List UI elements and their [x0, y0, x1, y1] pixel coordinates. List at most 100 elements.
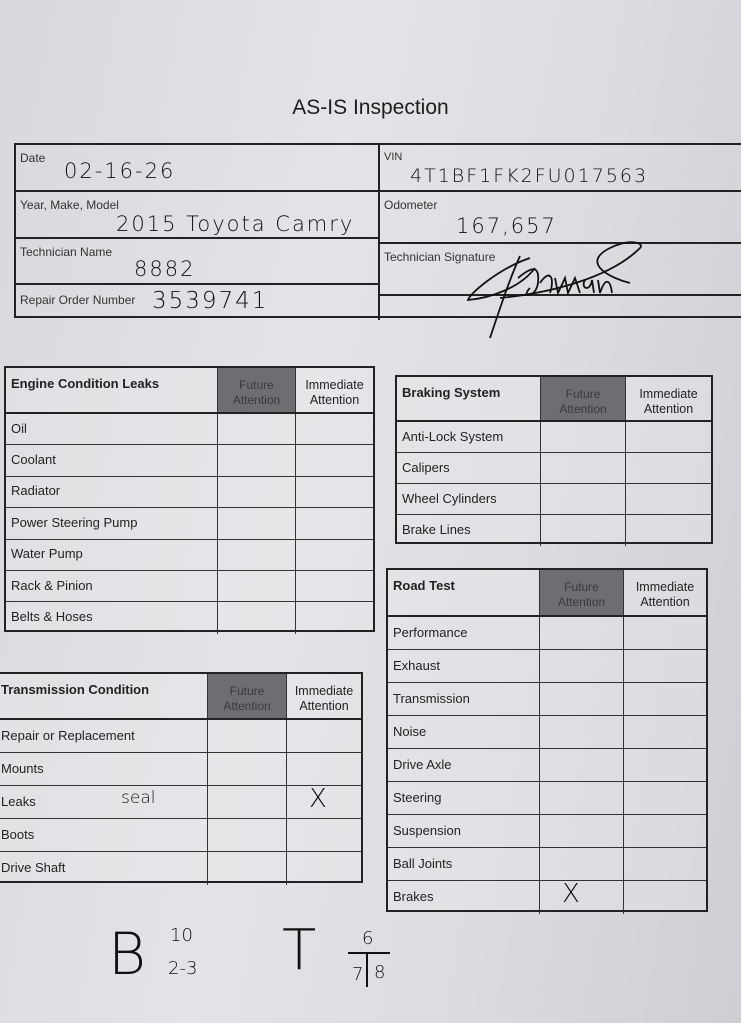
- vehicle-info-box: Date 02-16-26 Year, Make, Model 2015 Toy…: [14, 143, 741, 320]
- immediate-attention-cell[interactable]: [623, 749, 706, 781]
- immediate-attention-cell[interactable]: [623, 881, 706, 914]
- future-attention-cell[interactable]: [539, 617, 623, 649]
- technician-signature: [466, 241, 642, 339]
- braking-table: Braking System Future Attention Immediate …: [395, 375, 713, 546]
- immediate-attention-cell[interactable]: [295, 414, 373, 445]
- future-attention-cell[interactable]: [540, 422, 625, 452]
- future-attention-cell[interactable]: [217, 445, 295, 476]
- tech-name-value: 8882: [134, 257, 196, 281]
- technician-signature-field: Technician Signature: [380, 244, 741, 296]
- ymm-label: Year, Make, Model: [20, 198, 119, 212]
- immediate-attention-cell[interactable]: [623, 848, 706, 880]
- future-attention-cell[interactable]: [217, 539, 295, 570]
- future-attention-cell[interactable]: [539, 716, 623, 748]
- row-label: Noise: [393, 723, 427, 739]
- future-attention-cell[interactable]: [217, 414, 295, 445]
- row-label: Water Pump: [11, 546, 83, 562]
- row-label: Repair or Replacement: [1, 727, 135, 743]
- odometer-value: 167,657: [456, 214, 557, 238]
- engine-header-row: Engine Condition Leaks Future Attention Im…: [6, 368, 373, 414]
- table-row: Power Steering Pump: [6, 508, 373, 540]
- immediate-attention-cell[interactable]: [623, 815, 706, 847]
- table-row: Drive Shaft: [0, 852, 361, 885]
- ro-value: 3539741: [152, 288, 269, 314]
- immediate-attention-cell[interactable]: [623, 650, 706, 682]
- immediate-attention-cell[interactable]: [625, 515, 711, 546]
- immediate-attention-header: Immediate Attention: [623, 570, 706, 615]
- future-attention-cell[interactable]: [207, 819, 286, 851]
- date-field: Date 02-16-26: [16, 145, 378, 192]
- future-attention-cell[interactable]: [540, 515, 625, 546]
- future-attention-cell[interactable]: [207, 786, 286, 818]
- future-attention-cell[interactable]: [207, 852, 286, 885]
- future-attention-cell[interactable]: [207, 720, 286, 752]
- table-row: Transmission: [388, 683, 706, 716]
- table-row: Drive Axle: [388, 749, 706, 782]
- row-label: Belts & Hoses: [11, 609, 93, 625]
- vin-label: VIN: [384, 151, 403, 163]
- future-attention-cell[interactable]: [539, 815, 623, 847]
- future-attention-cell[interactable]: X: [539, 879, 623, 914]
- row-label: Leaks: [1, 793, 36, 809]
- immediate-attention-cell[interactable]: [295, 508, 373, 539]
- ro-label: Repair Order Number: [20, 293, 136, 307]
- immediate-attention-cell[interactable]: [286, 852, 361, 885]
- future-attention-header: Future Attention: [539, 570, 623, 615]
- table-row: Mounts: [0, 753, 361, 786]
- table-row: Wheel Cylinders: [397, 484, 711, 515]
- immediate-attention-cell[interactable]: [286, 753, 361, 785]
- future-attention-header: Future Attention: [217, 368, 295, 412]
- table-row: Steering: [388, 782, 706, 815]
- future-attention-cell[interactable]: [540, 484, 625, 514]
- future-attention-cell[interactable]: [539, 650, 623, 682]
- immediate-attention-cell[interactable]: [623, 683, 706, 715]
- future-attention-cell[interactable]: [217, 602, 295, 634]
- future-attention-cell[interactable]: [207, 753, 286, 785]
- row-label: Mounts: [1, 760, 44, 776]
- table-row: Coolant: [6, 445, 373, 477]
- note-t-bottom-left: 7: [352, 964, 364, 985]
- road-table: Road Test Future Attention Immediate Atten…: [386, 568, 708, 914]
- table-row: Boots: [0, 819, 361, 852]
- braking-header-row: Braking System Future Attention Immediate …: [397, 377, 711, 422]
- immediate-attention-cell[interactable]: [623, 782, 706, 814]
- road-title: Road Test: [393, 578, 455, 593]
- note-t-bottom-right: 8: [374, 962, 386, 983]
- page-title: AS-IS Inspection: [292, 96, 449, 119]
- future-attention-cell[interactable]: [217, 476, 295, 508]
- immediate-attention-cell[interactable]: [295, 571, 373, 602]
- immediate-attention-cell[interactable]: X: [286, 784, 361, 818]
- year-make-model-field: Year, Make, Model 2015 Toyota Camry: [16, 192, 378, 239]
- future-attention-cell[interactable]: [539, 749, 623, 781]
- future-attention-cell[interactable]: [217, 571, 295, 602]
- table-row: Brakes X: [388, 879, 706, 914]
- note-t-fraction-bar: [348, 952, 390, 954]
- row-label: Drive Axle: [393, 756, 452, 772]
- immediate-attention-cell[interactable]: [286, 819, 361, 851]
- row-label: Coolant: [11, 452, 56, 468]
- immediate-attention-cell[interactable]: [295, 539, 373, 570]
- immediate-attention-cell[interactable]: [623, 716, 706, 748]
- immediate-attention-cell[interactable]: [295, 602, 373, 634]
- transmission-table: Transmission Condition Future Attention Im…: [0, 672, 363, 885]
- table-row: Suspension: [388, 815, 706, 848]
- future-attention-cell[interactable]: [539, 782, 623, 814]
- row-label: Brakes: [393, 888, 434, 904]
- immediate-attention-cell[interactable]: [623, 617, 706, 649]
- table-row: Oil: [6, 414, 373, 446]
- immediate-attention-cell[interactable]: [295, 476, 373, 508]
- immediate-attention-cell[interactable]: [286, 720, 361, 752]
- row-label: Ball Joints: [393, 855, 453, 871]
- immediate-attention-cell[interactable]: [625, 484, 711, 514]
- future-attention-cell[interactable]: [217, 508, 295, 539]
- engine-title: Engine Condition Leaks: [11, 376, 160, 391]
- future-attention-cell[interactable]: [540, 453, 625, 483]
- immediate-attention-cell[interactable]: [625, 422, 711, 452]
- row-label: Oil: [11, 420, 27, 436]
- future-attention-cell[interactable]: [539, 683, 623, 715]
- immediate-attention-cell[interactable]: [625, 453, 711, 483]
- future-attention-cell[interactable]: [539, 848, 623, 880]
- table-row: Performance: [388, 617, 706, 650]
- row-label: Performance: [393, 624, 468, 640]
- immediate-attention-cell[interactable]: [295, 445, 373, 476]
